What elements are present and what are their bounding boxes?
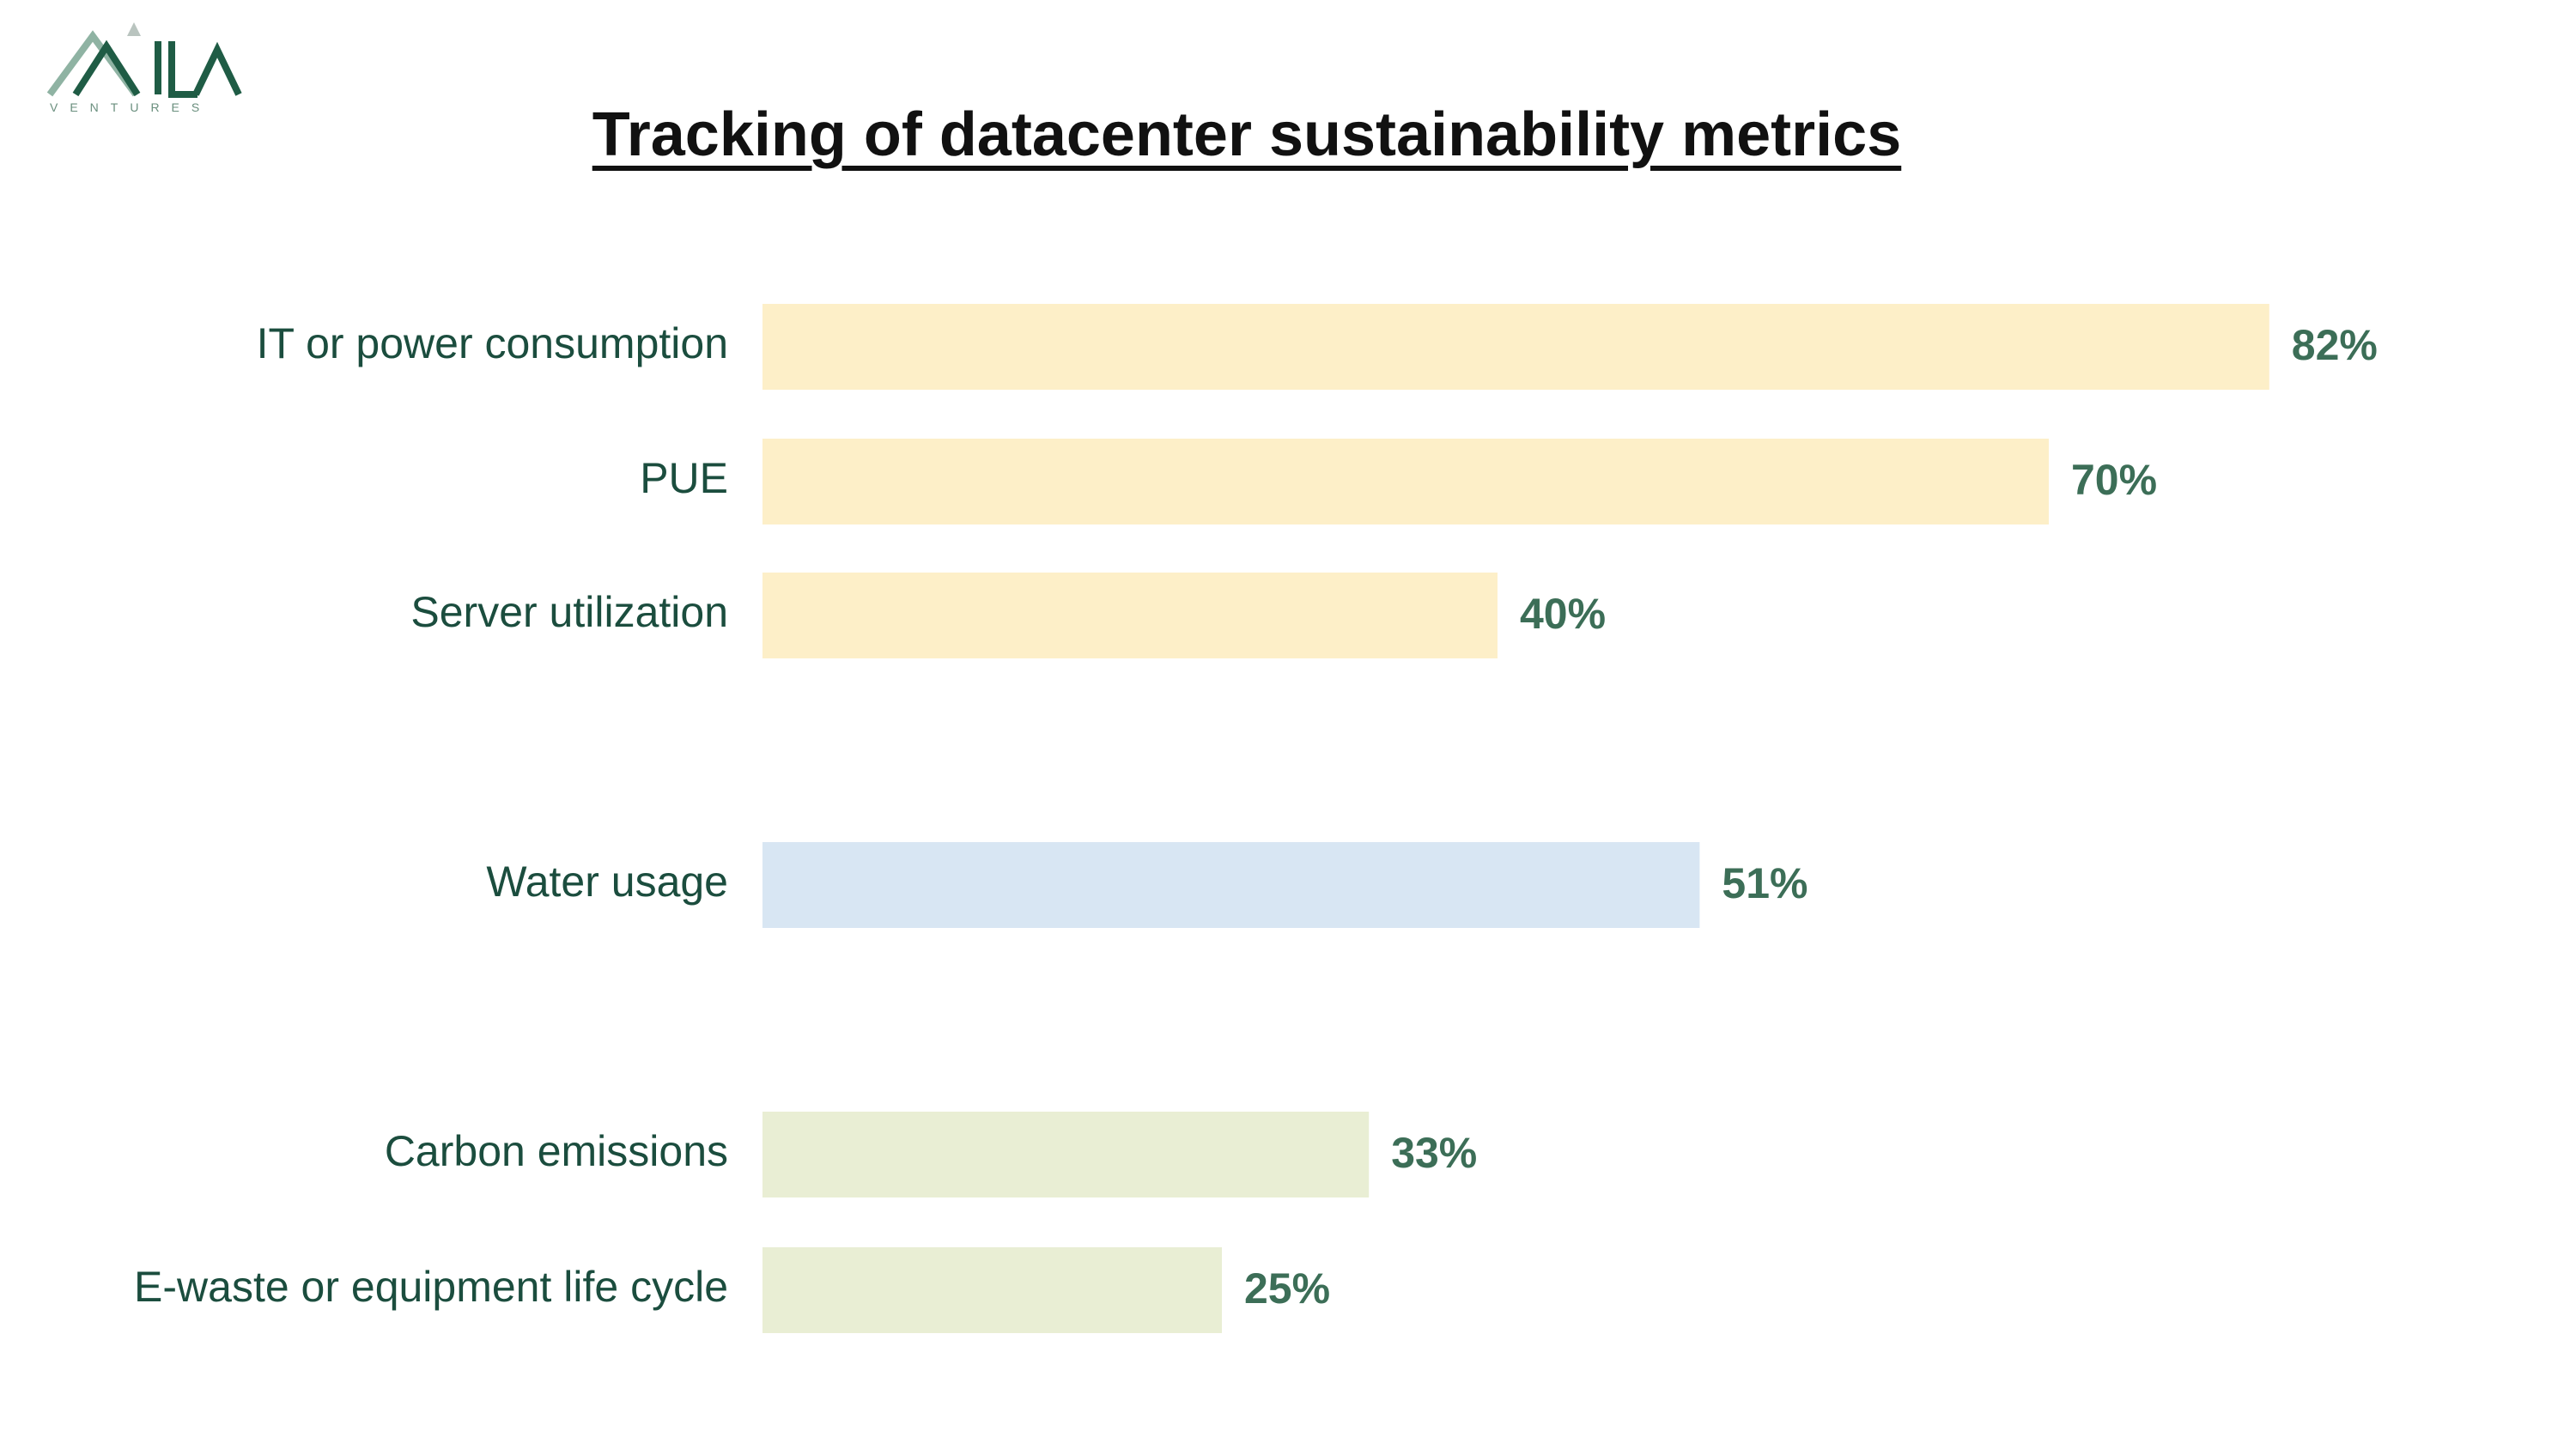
category-label-1: IT or power consumption: [257, 319, 728, 367]
value-label-2: 70%: [2071, 456, 2157, 504]
bar-1: [762, 304, 2269, 390]
bar-6: [762, 1247, 1222, 1333]
category-label-4: Water usage: [486, 858, 728, 906]
category-label-6: E-waste or equipment life cycle: [134, 1263, 728, 1311]
logo-mountain-dark-icon: [72, 39, 141, 97]
category-label-3: Server utilization: [410, 588, 728, 636]
avila-ventures-logo: VENTURES: [46, 22, 242, 114]
logo-a-icon: [192, 41, 242, 96]
value-label-4: 51%: [1722, 859, 1807, 907]
value-label-6: 25%: [1244, 1264, 1330, 1313]
value-label-3: 40%: [1520, 590, 1606, 638]
category-label-2: PUE: [640, 454, 728, 502]
logo-peak-icon: [127, 22, 141, 36]
logo-l-icon: [168, 41, 197, 98]
bar-2: [762, 439, 2049, 524]
bar-3: [762, 573, 1498, 658]
bar-4: [762, 842, 1700, 928]
value-label-5: 33%: [1391, 1129, 1477, 1177]
logo-subtitle: VENTURES: [50, 100, 211, 114]
value-label-1: 82%: [2292, 321, 2378, 369]
category-label-5: Carbon emissions: [385, 1127, 728, 1175]
chart-title: Tracking of datacenter sustainability me…: [592, 100, 1902, 169]
bar-5: [762, 1112, 1370, 1197]
